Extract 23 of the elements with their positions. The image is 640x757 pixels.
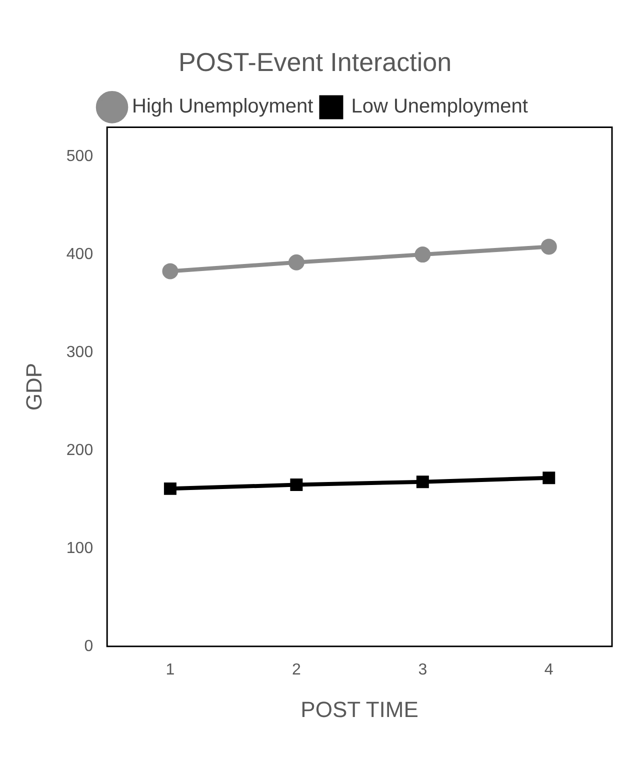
point <box>290 478 303 492</box>
point <box>414 246 431 263</box>
x-tick-label: 2 <box>292 661 301 678</box>
y-tick-label: 400 <box>66 246 94 263</box>
y-tick-label: 500 <box>66 148 94 165</box>
x-axis-title: POST TIME <box>300 696 418 722</box>
point <box>164 482 176 495</box>
x-tick-label: 1 <box>166 661 175 678</box>
x-tick-label: 3 <box>418 661 428 678</box>
legend-label: Low Unemployment <box>351 96 528 118</box>
legend-label: High Unemployment <box>132 96 314 118</box>
y-tick-label: 300 <box>66 344 94 361</box>
y-tick-label: 0 <box>84 638 94 655</box>
y-axis-title: GDP <box>21 362 46 411</box>
y-tick-label: 200 <box>66 442 94 459</box>
x-tick-label: 4 <box>544 661 554 678</box>
point <box>416 476 429 488</box>
point <box>162 263 178 280</box>
chart-title: POST-Event Interaction <box>178 46 452 77</box>
point <box>288 254 304 270</box>
point <box>540 238 557 255</box>
y-tick-label: 100 <box>66 540 94 557</box>
point <box>542 472 556 484</box>
